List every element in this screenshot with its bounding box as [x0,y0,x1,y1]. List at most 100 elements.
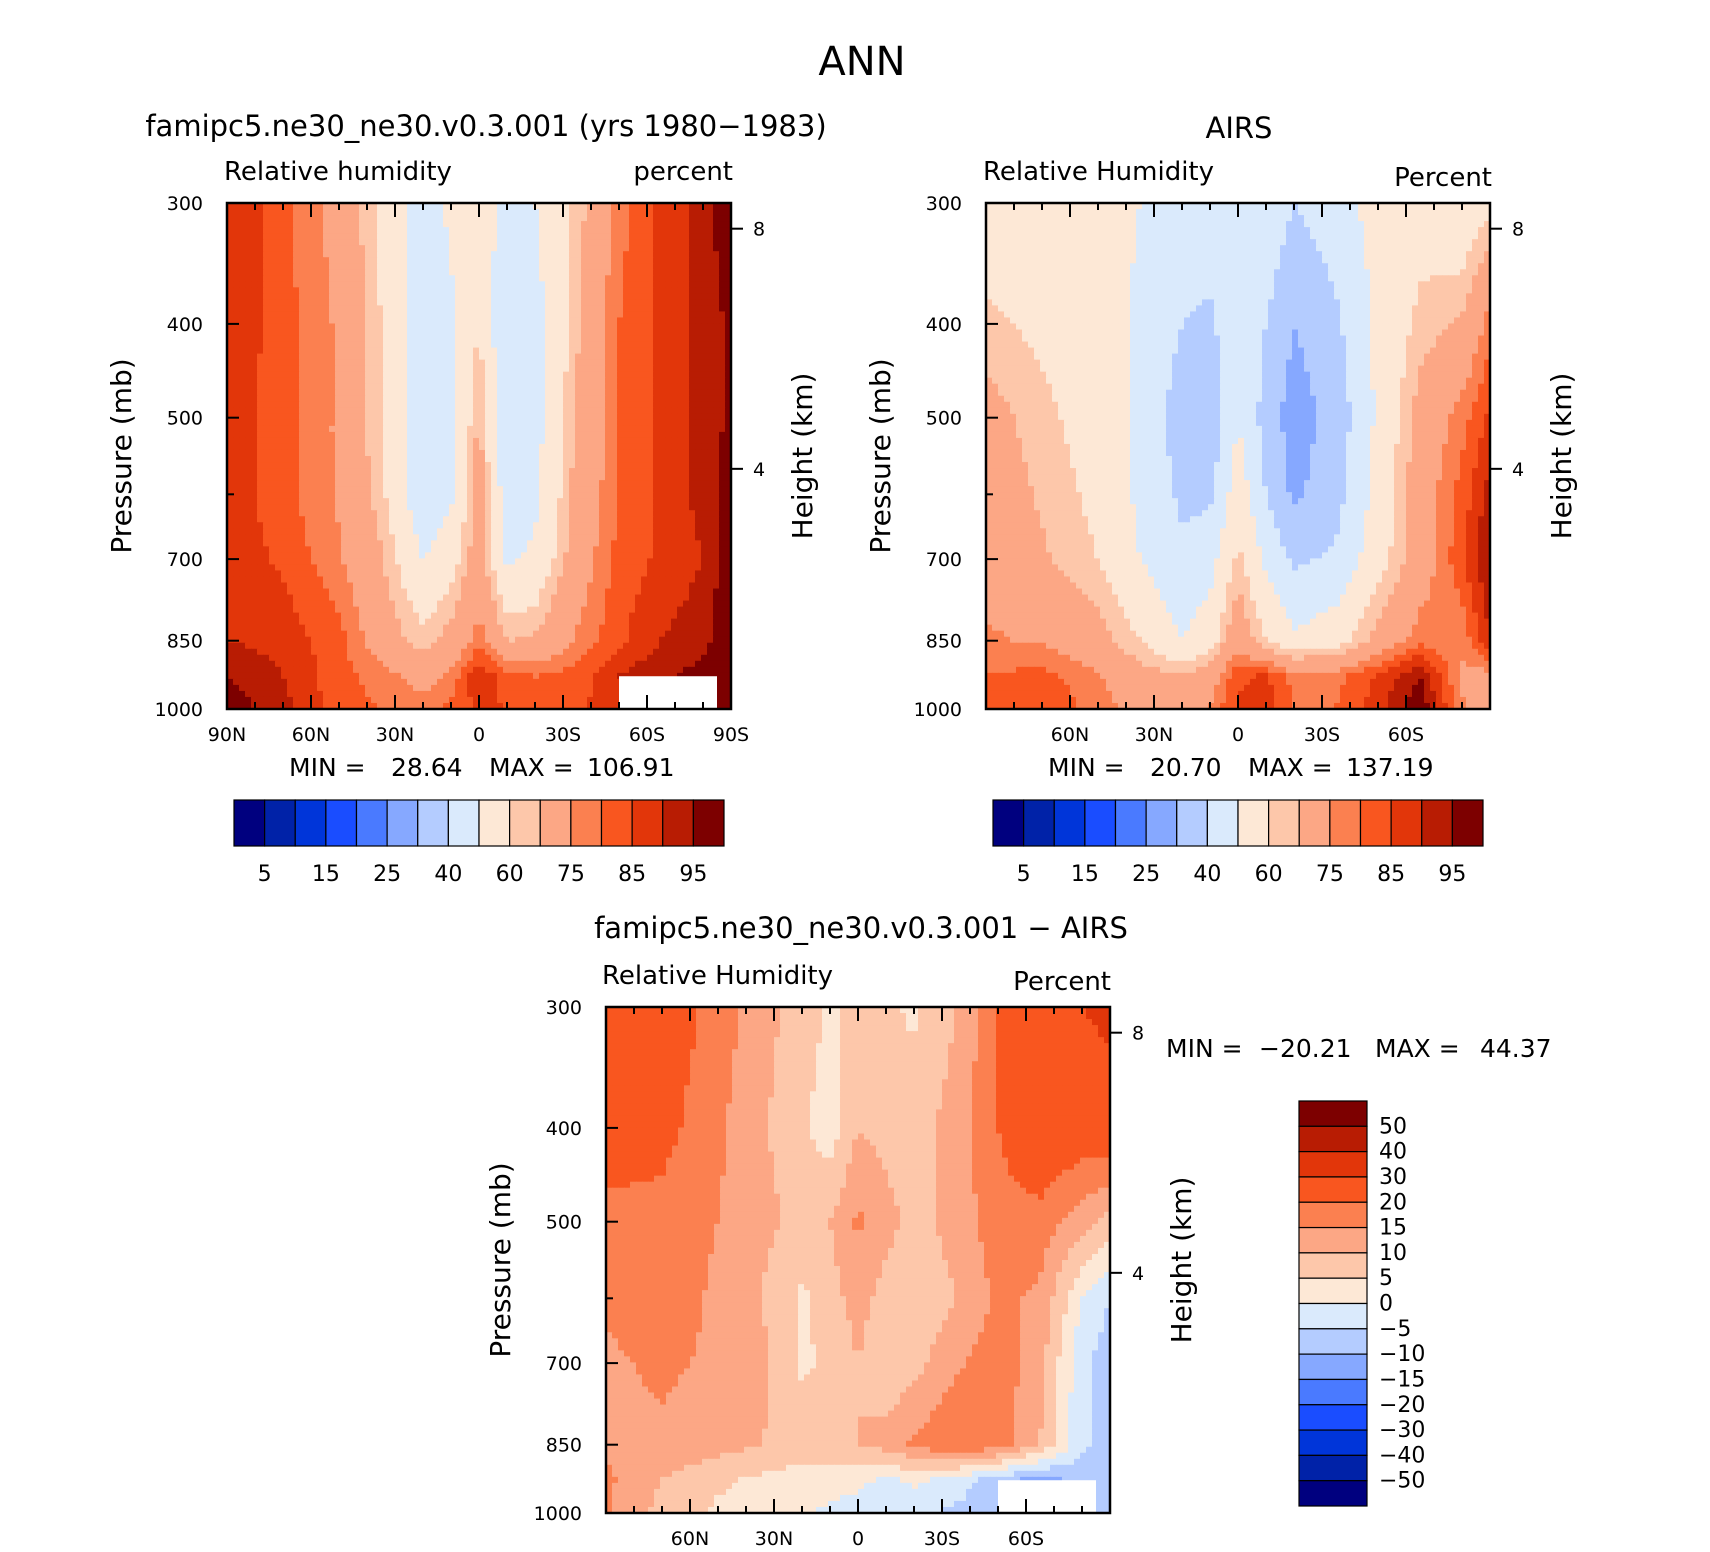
contour-cell [611,462,618,469]
contour-cell [275,449,282,457]
contour-cell [497,431,504,439]
contour-cell [557,528,564,535]
contour-cell [521,443,528,451]
contour-cell [653,498,660,505]
contour-cell [389,287,396,294]
contour-cell [503,359,510,367]
contour-cell [665,431,672,439]
contour-cell [461,227,468,234]
contour-cell [251,359,258,367]
contour-cell [323,546,330,553]
contour-cell [521,203,528,210]
contour-cell [659,221,666,228]
contour-cell [293,413,300,421]
contour-cell [251,221,258,228]
contour-cell [227,552,234,559]
contour-cell [239,431,246,439]
contour-cell [437,365,444,373]
contour-cell [353,413,360,421]
contour-cell [341,215,348,222]
contour-cell [383,269,390,276]
contour-cell [563,227,570,234]
contour-cell [713,281,720,288]
contour-cell [287,395,294,403]
contour-cell [419,317,426,325]
contour-cell [239,215,246,222]
contour-cell [227,558,234,566]
contour-cell [233,540,240,547]
contour-cell [263,474,270,481]
contour-cell [497,516,504,523]
contour-cell [515,203,522,210]
contour-cell [569,486,576,493]
contour-cell [707,329,714,337]
contour-cell [293,257,300,264]
contour-cell [557,275,564,282]
contour-cell [629,305,636,313]
contour-cell [575,540,582,547]
contour-cell [713,413,720,421]
contour-cell [707,281,714,288]
contour-cell [521,389,528,397]
contour-cell [581,462,588,469]
contour-cell [431,305,438,313]
contour-cell [317,227,324,234]
contour-cell [281,528,288,535]
contour-cell [467,528,474,535]
contour-cell [287,251,294,258]
contour-cell [269,552,276,559]
contour-cell [269,510,276,517]
contour-cell [377,377,384,385]
contour-cell [383,281,390,288]
contour-cell [641,209,648,216]
contour-cell [299,233,306,240]
contour-cell [557,221,564,228]
contour-cell [311,257,318,264]
contour-cell [653,383,660,391]
contour-cell [239,365,246,373]
contour-cell [581,329,588,337]
contour-cell [383,504,390,511]
contour-cell [713,239,720,246]
contour-cell [713,437,720,445]
contour-cell [587,498,594,505]
contour-cell [635,233,642,240]
contour-cell [317,251,324,258]
contour-cell [275,221,282,228]
contour-cell [413,516,420,523]
contour-cell [515,347,522,355]
contour-cell [437,239,444,246]
contour-cell [509,341,516,349]
contour-cell [545,323,552,331]
contour-cell [419,395,426,403]
contour-cell [713,504,720,511]
contour-cell [305,456,312,463]
contour-cell [299,480,306,487]
contour-cell [467,383,474,391]
contour-cell [695,293,702,300]
contour-cell [611,456,618,463]
contour-cell [269,341,276,349]
contour-cell [605,480,612,487]
contour-cell [677,329,684,337]
contour-cell [461,456,468,463]
contour-cell [353,431,360,439]
contour-cell [671,347,678,355]
contour-cell [305,443,312,451]
contour-cell [521,383,528,391]
contour-cell [353,227,360,234]
contour-cell [659,239,666,246]
contour-cell [401,413,408,421]
contour-cell [665,443,672,451]
contour-cell [455,389,462,397]
contour-cell [473,329,480,337]
contour-cell [443,522,450,529]
contour-cell [539,498,546,505]
contour-cell [359,462,366,469]
contour-cell [443,419,450,427]
contour-cell [299,395,306,403]
contour-cell [299,516,306,523]
contour-cell [257,431,264,439]
contour-cell [677,335,684,343]
contour-cell [347,456,354,463]
